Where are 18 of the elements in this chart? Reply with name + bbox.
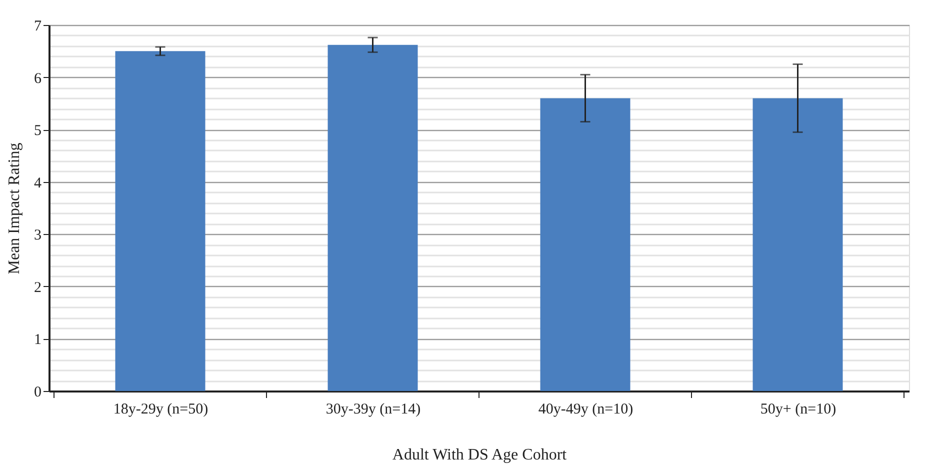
y-tick-label: 1 <box>34 332 42 348</box>
x-tick-label: 40y-49y (n=10) <box>538 402 634 418</box>
bar <box>328 44 418 391</box>
x-tick-label: 30y-39y (n=14) <box>326 402 421 418</box>
y-axis-title: Mean Impact Rating <box>6 142 23 274</box>
bar <box>115 51 206 391</box>
y-tick-label: 0 <box>34 384 42 400</box>
x-axis-title: Adult With DS Age Cohort <box>392 446 568 464</box>
y-tick-label: 6 <box>34 70 42 87</box>
y-tick-label: 3 <box>34 228 42 244</box>
bar <box>752 98 843 391</box>
bar <box>540 98 630 391</box>
y-tick-label: 5 <box>34 123 42 140</box>
y-tick-label: 2 <box>34 280 42 296</box>
x-tick-label: 50y+ (n=10) <box>760 402 836 418</box>
y-tick-label: 7 <box>34 18 42 34</box>
x-tick-label: 18y-29y (n=50) <box>113 402 208 418</box>
y-tick-label: 4 <box>34 175 42 192</box>
